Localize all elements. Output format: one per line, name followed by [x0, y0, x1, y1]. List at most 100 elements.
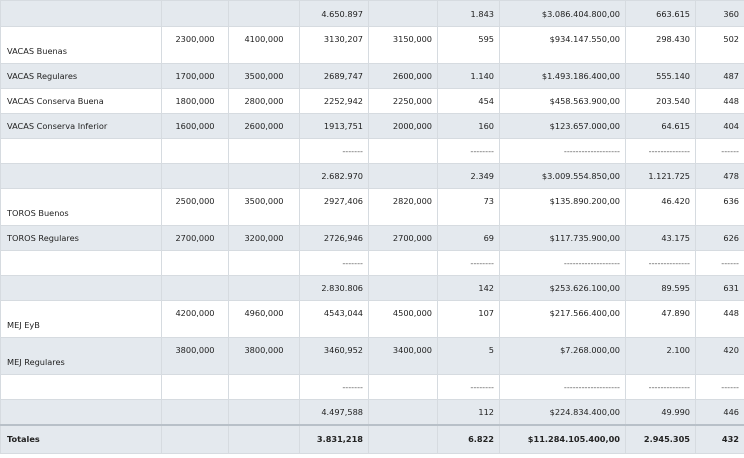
value-cell: --------	[437, 374, 500, 400]
value-cell: --------------	[625, 138, 696, 164]
value-cell: 2689,747	[299, 63, 369, 89]
row-label-cell: VACAS Regulares	[0, 63, 162, 89]
value-cell: 4543,044	[299, 300, 369, 338]
value-cell	[368, 138, 438, 164]
row-label-cell	[0, 138, 162, 164]
value-cell	[228, 138, 300, 164]
value-cell: 4500,000	[368, 300, 438, 338]
value-cell: 1913,751	[299, 113, 369, 139]
value-cell: 3500,000	[228, 188, 300, 226]
value-cell: 5	[437, 337, 500, 375]
totals-value: $11.284.105.400,00	[499, 423, 626, 454]
value-cell: 2.682.970	[299, 163, 369, 189]
value-cell: 2700,000	[161, 225, 229, 251]
value-cell: 160	[437, 113, 500, 139]
value-cell: $123.657.000,00	[499, 113, 626, 139]
value-cell: -------	[299, 138, 369, 164]
value-cell: $117.735.900,00	[499, 225, 626, 251]
row-label-cell	[0, 163, 162, 189]
value-cell	[228, 250, 300, 276]
value-cell: 3460,952	[299, 337, 369, 375]
value-cell: 2820,000	[368, 188, 438, 226]
value-cell: 47.890	[625, 300, 696, 338]
value-cell: $934.147.550,00	[499, 26, 626, 64]
value-cell	[161, 0, 229, 27]
totals-value: 6.822	[437, 423, 500, 454]
value-cell: 1700,000	[161, 63, 229, 89]
value-cell	[161, 399, 229, 425]
subtotal-row: 2.830.806 142 $253.626.100,00 89.595 631	[0, 275, 744, 301]
value-cell: --------------	[625, 250, 696, 276]
value-cell: 454	[437, 88, 500, 114]
value-cell: 2600,000	[368, 63, 438, 89]
value-cell: --------------	[625, 374, 696, 400]
separator-row: ------- -------- ------------------- ------…	[0, 374, 744, 400]
value-cell: -------	[299, 250, 369, 276]
value-cell	[228, 0, 300, 27]
value-cell: 1.140	[437, 63, 500, 89]
value-cell: 4960,000	[228, 300, 300, 338]
totals-value: 2.945.305	[625, 423, 696, 454]
totals-value: 3.831,218	[299, 423, 369, 454]
value-cell: 2927,406	[299, 188, 369, 226]
value-cell: 298.430	[625, 26, 696, 64]
separator-row: ------- -------- ------------------- ------…	[0, 138, 744, 164]
value-cell: --------	[437, 250, 500, 276]
row-label-cell: VACAS Conserva Buena	[0, 88, 162, 114]
value-cell: 112	[437, 399, 500, 425]
value-cell: 360	[695, 0, 744, 27]
value-cell: $7.268.000,00	[499, 337, 626, 375]
value-cell	[161, 250, 229, 276]
value-cell: 1800,000	[161, 88, 229, 114]
value-cell: 502	[695, 26, 744, 64]
value-cell: 2500,000	[161, 188, 229, 226]
value-cell: 2000,000	[368, 113, 438, 139]
value-cell: 3150,000	[368, 26, 438, 64]
value-cell	[368, 275, 438, 301]
totals-value	[228, 423, 300, 454]
value-cell: 2700,000	[368, 225, 438, 251]
row-label-cell	[0, 0, 162, 27]
value-cell: 448	[695, 88, 744, 114]
value-cell: $3.086.404.800,00	[499, 0, 626, 27]
value-cell	[368, 374, 438, 400]
row-label-cell: TOROS Buenos	[0, 188, 162, 226]
row-label-cell	[0, 250, 162, 276]
value-cell: 46.420	[625, 188, 696, 226]
value-cell	[228, 275, 300, 301]
value-cell: --------	[437, 138, 500, 164]
table-row: MEJ Regulares 3800,000 3800,000 3460,952 340…	[0, 337, 744, 375]
table-row: VACAS Conserva Inferior 1600,000 2600,000 1…	[0, 113, 744, 139]
value-cell: 2.349	[437, 163, 500, 189]
value-cell: 2252,942	[299, 88, 369, 114]
value-cell: $224.834.400,00	[499, 399, 626, 425]
value-cell: 626	[695, 225, 744, 251]
value-cell	[161, 275, 229, 301]
value-cell: 2.100	[625, 337, 696, 375]
row-label-cell	[0, 275, 162, 301]
value-cell	[228, 374, 300, 400]
value-cell: ------	[695, 374, 744, 400]
value-cell: 448	[695, 300, 744, 338]
value-cell: 404	[695, 113, 744, 139]
table-row: VACAS Regulares 1700,000 3500,000 2689,747 2…	[0, 63, 744, 89]
value-cell: 478	[695, 163, 744, 189]
value-cell: 142	[437, 275, 500, 301]
value-cell: 3200,000	[228, 225, 300, 251]
row-label-cell: VACAS Conserva Inferior	[0, 113, 162, 139]
value-cell: 2300,000	[161, 26, 229, 64]
value-cell: 595	[437, 26, 500, 64]
value-cell: 2.830.806	[299, 275, 369, 301]
table-row: TOROS Buenos 2500,000 3500,000 2927,406 2820…	[0, 188, 744, 226]
value-cell: -------------------	[499, 250, 626, 276]
value-cell: $217.566.400,00	[499, 300, 626, 338]
value-cell: -------------------	[499, 138, 626, 164]
value-cell: 3800,000	[228, 337, 300, 375]
row-label-cell: VACAS Buenas	[0, 26, 162, 64]
value-cell	[161, 374, 229, 400]
totals-value: 432	[695, 423, 744, 454]
value-cell: $458.563.900,00	[499, 88, 626, 114]
value-cell: 4200,000	[161, 300, 229, 338]
